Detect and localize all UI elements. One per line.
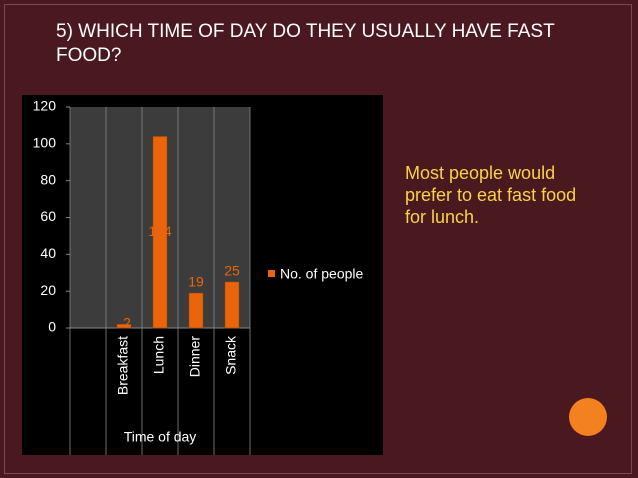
y-tick-label: 120 xyxy=(33,98,57,114)
data-label: 2 xyxy=(123,315,131,331)
y-tick-label: 20 xyxy=(40,282,56,298)
x-tick-label: Lunch xyxy=(151,336,167,374)
x-tick-label: Breakfast xyxy=(115,336,131,395)
data-label: 19 xyxy=(188,274,204,290)
decoration-circle xyxy=(569,398,607,436)
x-tick-label: Snack xyxy=(223,335,239,375)
y-tick-label: 40 xyxy=(40,245,56,261)
data-label: 104 xyxy=(148,223,172,239)
note: Most people would prefer to eat fast foo… xyxy=(405,163,577,227)
data-label: 25 xyxy=(224,263,240,279)
x-axis-title: Time of day xyxy=(124,429,197,445)
y-tick-label: 0 xyxy=(48,319,56,335)
bar xyxy=(116,324,132,329)
legend-swatch xyxy=(268,270,275,277)
legend-label: No. of people xyxy=(280,266,363,282)
bar xyxy=(188,292,204,329)
bar xyxy=(224,281,240,329)
frame xyxy=(4,4,632,474)
y-tick-label: 60 xyxy=(40,208,56,224)
y-tick-label: 100 xyxy=(33,135,57,151)
x-tick-label: Dinner xyxy=(187,336,203,378)
slide-title: 5) WHICH TIME OF DAY DO THEY USUALLY HAV… xyxy=(56,21,555,66)
y-tick-label: 80 xyxy=(40,171,56,187)
bar xyxy=(152,136,168,329)
